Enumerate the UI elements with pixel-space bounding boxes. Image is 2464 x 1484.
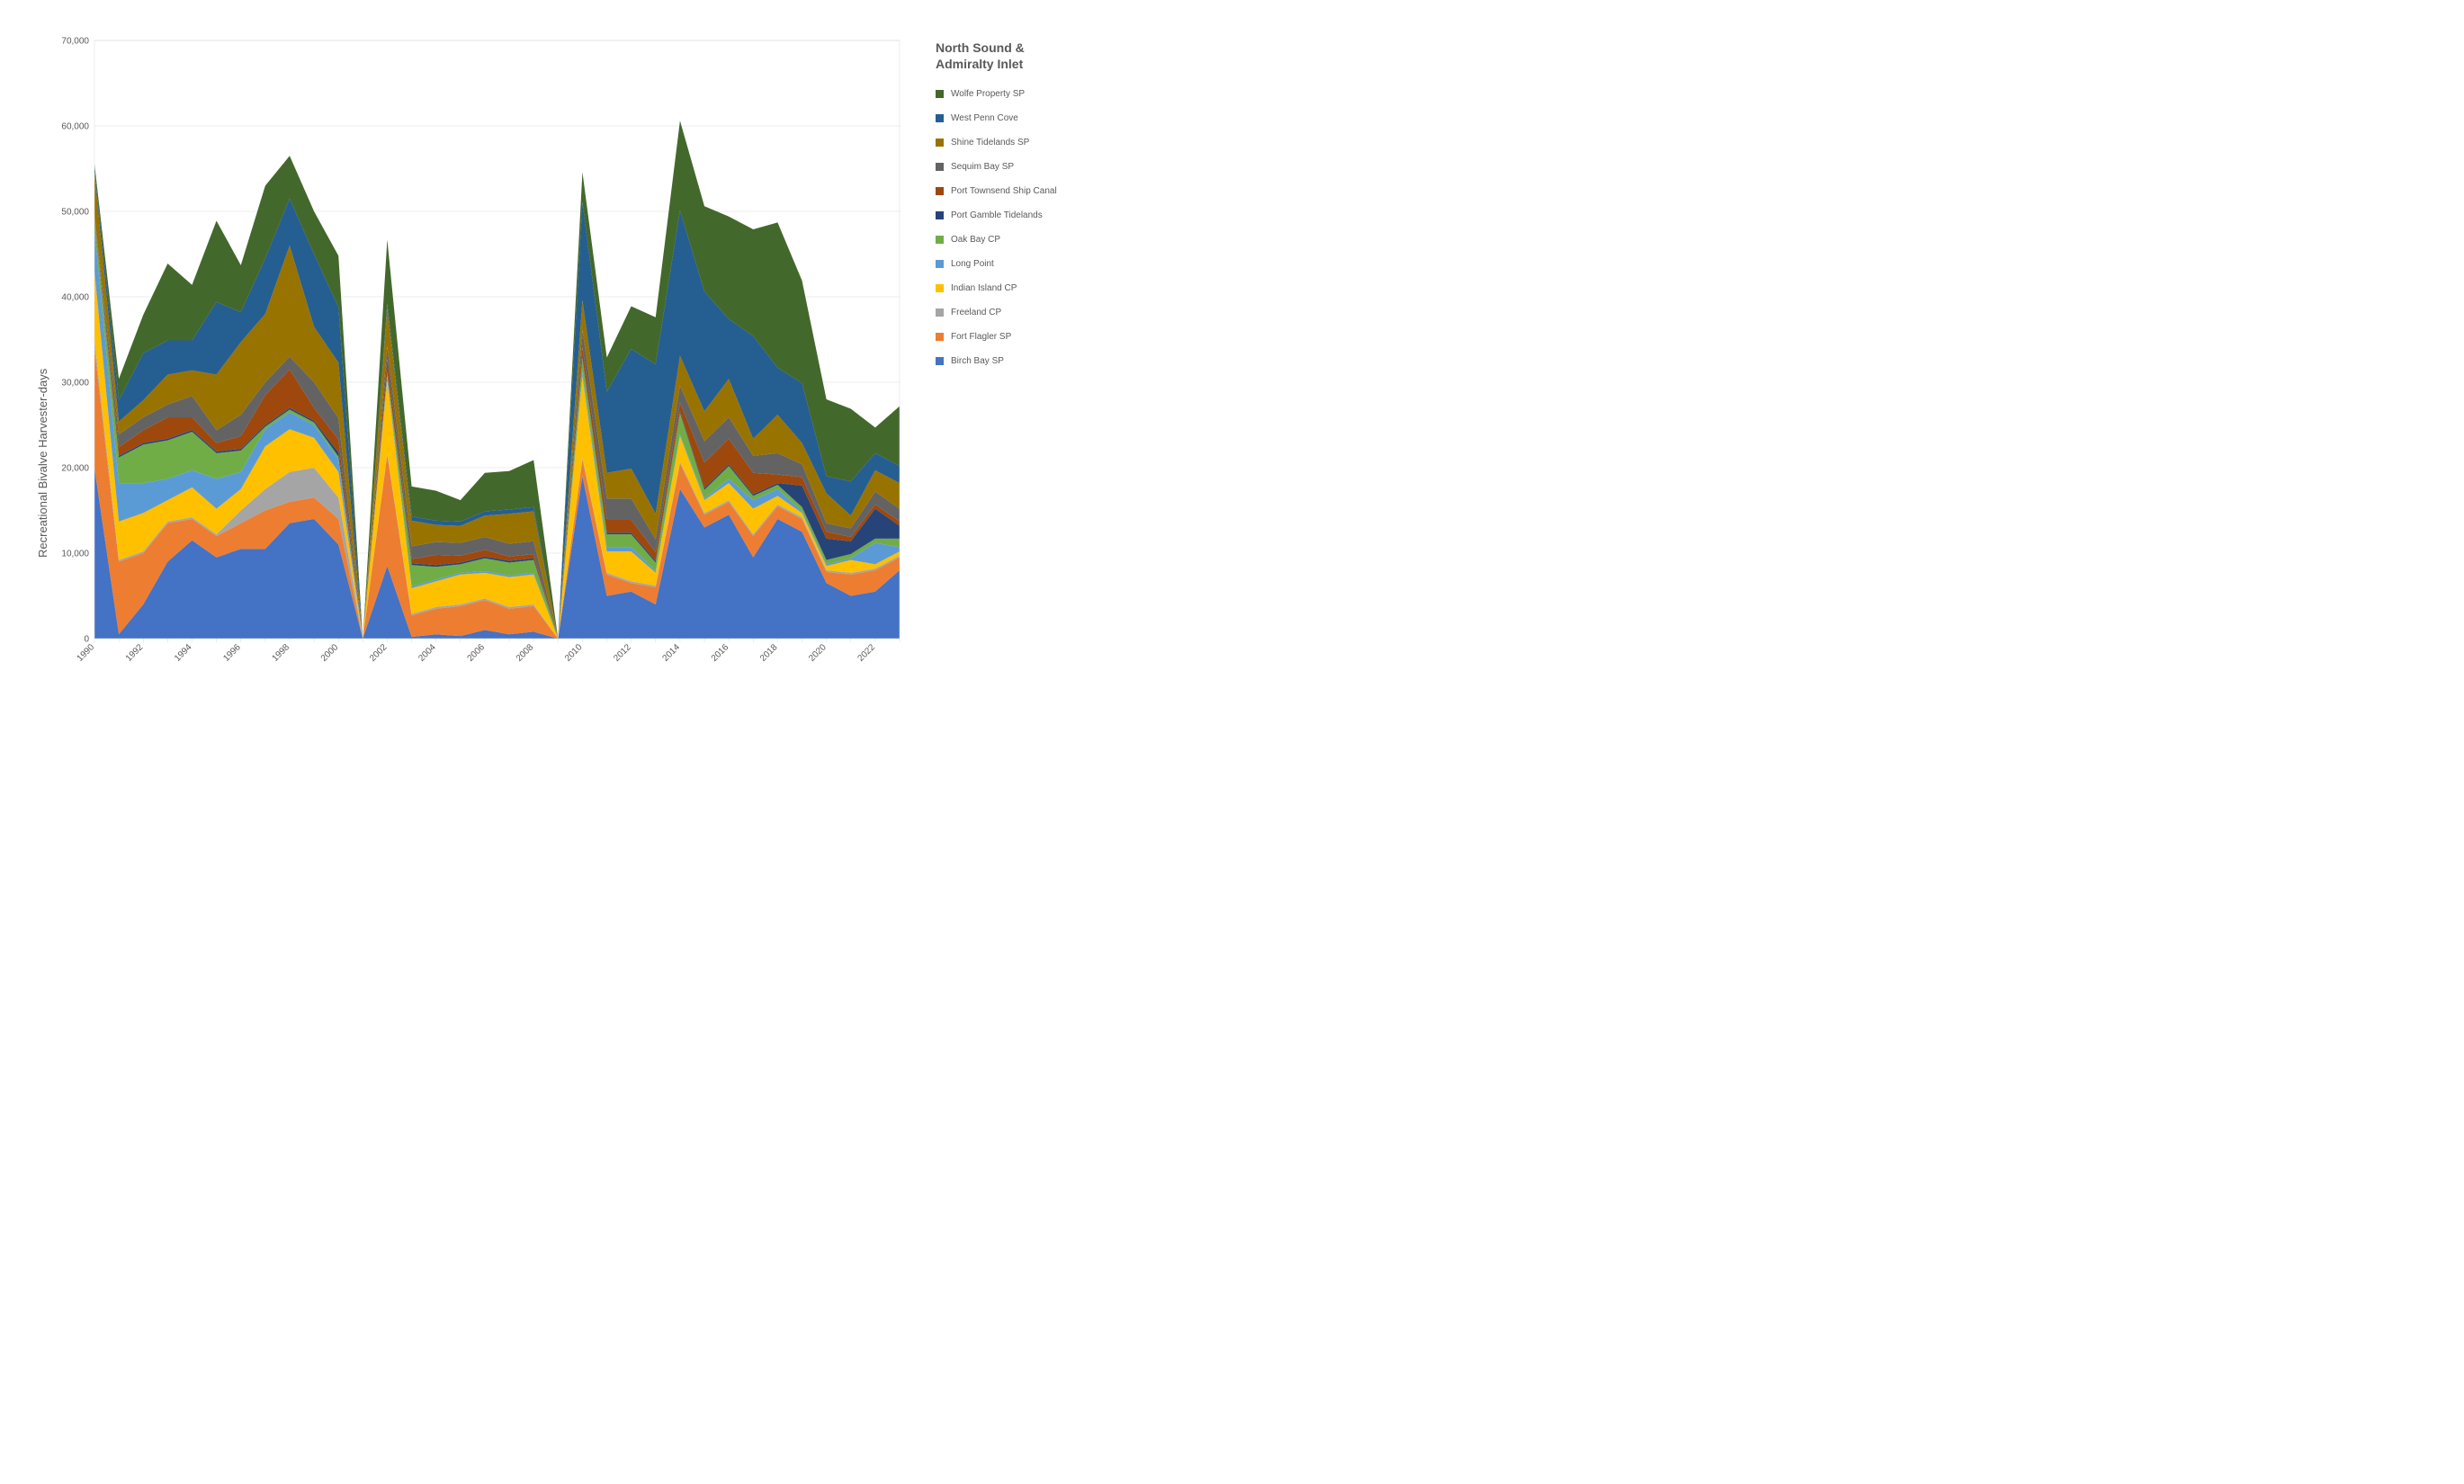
legend-label: Long Point (951, 259, 994, 269)
legend-item: Wolfe Property SP (936, 85, 1057, 103)
x-tick-label: 1992 (124, 642, 146, 664)
legend-swatch (936, 260, 944, 268)
y-tick-label: 60,000 (61, 122, 89, 132)
legend-swatch (936, 284, 944, 292)
legend-item: Port Gamble Tidelands (936, 206, 1057, 224)
legend-swatch (936, 333, 944, 341)
x-tick-label: 2016 (710, 642, 731, 664)
x-tick-label: 2022 (856, 642, 877, 664)
x-tick-label: 2002 (368, 642, 390, 664)
chart-title: North Sound &Admiralty Inlet (936, 40, 1057, 72)
y-tick-label: 10,000 (61, 550, 89, 559)
x-tick-label: 1996 (221, 642, 243, 664)
legend-swatch (936, 211, 944, 219)
legend-label: Port Townsend Ship Canal (951, 186, 1057, 196)
x-tick-label: 2004 (417, 642, 438, 664)
legend-items: Wolfe Property SP West Penn Cove Shine Tid… (936, 85, 1057, 370)
legend-item: Sequim Bay SP (936, 157, 1057, 175)
legend-swatch (936, 308, 944, 317)
legend-swatch (936, 163, 944, 171)
plot-area: 010,00020,00030,00040,00050,00060,00070,… (18, 18, 909, 720)
legend-item: Birch Bay SP (936, 352, 1057, 370)
x-tick-label: 2008 (515, 642, 536, 664)
legend-item: Oak Bay CP (936, 230, 1057, 248)
legend-swatch (936, 357, 944, 365)
legend-swatch (936, 236, 944, 244)
x-tick-label: 2010 (563, 642, 585, 664)
x-tick-label: 2012 (612, 642, 633, 664)
x-tick-label: 1994 (173, 642, 194, 664)
x-tick-label: 2000 (319, 642, 341, 664)
legend-item: Port Townsend Ship Canal (936, 182, 1057, 200)
legend-item: Fort Flagler SP (936, 327, 1057, 345)
legend-label: Wolfe Property SP (951, 89, 1025, 99)
x-tick-label: 2014 (661, 642, 683, 664)
legend-item: Shine Tidelands SP (936, 133, 1057, 151)
legend-item: Indian Island CP (936, 279, 1057, 297)
legend-label: Shine Tidelands SP (951, 138, 1029, 148)
y-tick-label: 20,000 (61, 464, 89, 474)
legend: North Sound &Admiralty Inlet Wolfe Prope… (936, 40, 1057, 376)
legend-label: Indian Island CP (951, 283, 1017, 293)
x-tick-label: 2018 (758, 642, 780, 664)
y-tick-label: 40,000 (61, 293, 89, 303)
legend-swatch (936, 90, 944, 98)
legend-item: Freeland CP (936, 303, 1057, 321)
y-tick-label: 50,000 (61, 208, 89, 218)
legend-label: Birch Bay SP (951, 356, 1004, 366)
x-tick-label: 2020 (807, 642, 829, 664)
legend-swatch (936, 114, 944, 122)
legend-label: Freeland CP (951, 308, 1001, 317)
stacked-area-chart: Recreational Bivalve Harvester-days 010,… (18, 18, 1250, 760)
legend-label: Oak Bay CP (951, 235, 1000, 245)
legend-label: Sequim Bay SP (951, 162, 1014, 172)
legend-label: West Penn Cove (951, 113, 1018, 123)
legend-swatch (936, 187, 944, 195)
x-tick-label: 2006 (466, 642, 488, 664)
y-tick-label: 30,000 (61, 379, 89, 389)
legend-label: Port Gamble Tidelands (951, 210, 1043, 220)
legend-item: West Penn Cove (936, 109, 1057, 127)
x-tick-label: 1998 (271, 642, 292, 664)
legend-swatch (936, 139, 944, 147)
y-tick-label: 70,000 (61, 37, 89, 47)
x-tick-label: 1990 (76, 642, 97, 664)
legend-item: Long Point (936, 255, 1057, 273)
legend-label: Fort Flagler SP (951, 332, 1011, 342)
